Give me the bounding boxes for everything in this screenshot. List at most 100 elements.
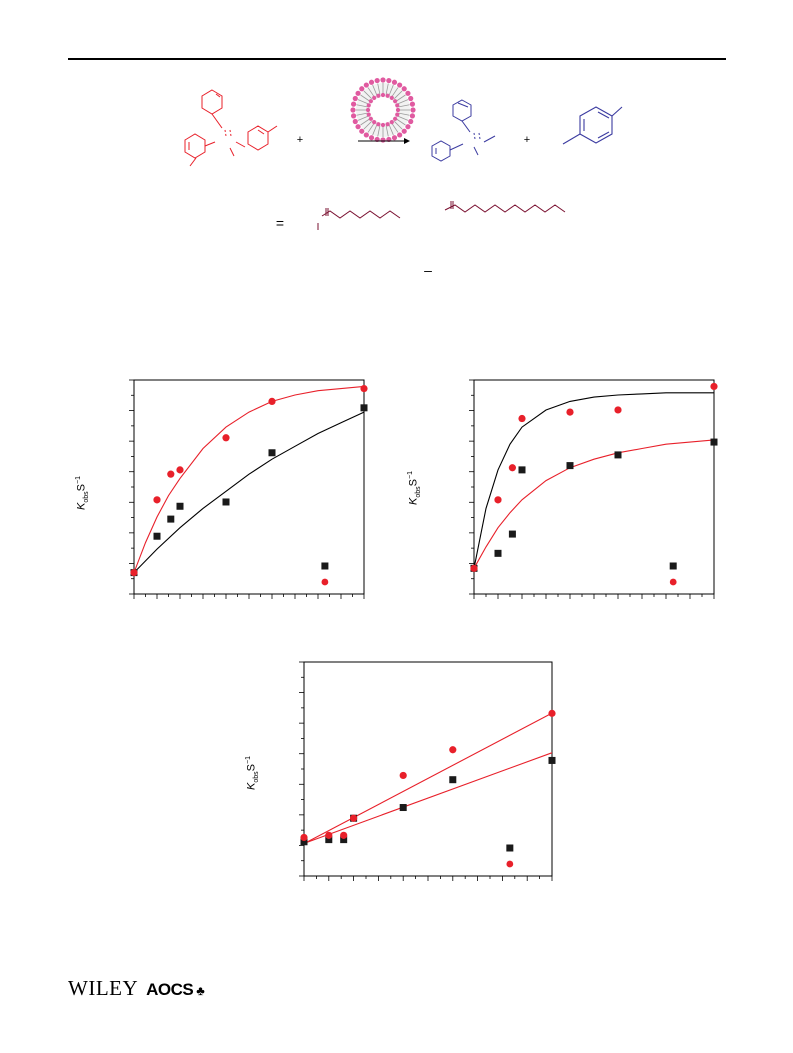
fit-curve (134, 385, 364, 573)
micelle-head-inner (365, 107, 371, 113)
header-rule (68, 58, 726, 60)
lipid-chain-short (317, 208, 401, 230)
micelle-head-outer (350, 113, 357, 119)
data-point-circle (710, 382, 718, 391)
ylabel-sub: obs (414, 486, 422, 498)
chart-b-plot (469, 379, 718, 599)
aocs-logo: AOCS (146, 980, 194, 999)
micelle-tail (360, 118, 370, 126)
micelle-head-inner (395, 112, 400, 117)
legend-square-marker (506, 844, 514, 852)
micelle-head-outer (359, 86, 365, 92)
plot-frame (473, 379, 715, 595)
ylabel-k: K (245, 782, 258, 790)
ylabel-unit: S (75, 484, 88, 492)
chart-b (460, 378, 740, 599)
legend-square-marker (321, 562, 329, 570)
data-point-square (399, 804, 407, 812)
data-point-circle (325, 831, 333, 839)
data-point-circle (268, 397, 276, 405)
data-point-circle (614, 406, 622, 414)
micelle-head-inner (366, 103, 371, 108)
micelle-tail (357, 99, 369, 105)
micelle-tail (398, 112, 410, 116)
micelle-head-inner (395, 107, 401, 113)
micelle-tail (396, 94, 406, 102)
product-structure (431, 99, 496, 162)
micelle-icon (350, 77, 416, 143)
micelle-tail (377, 83, 381, 95)
micelle-tail (394, 121, 403, 130)
micelle-tail (372, 84, 378, 96)
micelle-head-outer (363, 132, 369, 138)
micelle-head-inner (372, 95, 377, 100)
micelle-head-outer (352, 95, 358, 102)
lipid-chain-long (444, 201, 566, 213)
micelle-head-outer (408, 118, 414, 125)
data-point-circle (399, 771, 407, 780)
micelle-head-outer (401, 86, 407, 92)
minus-sign: – (424, 262, 432, 278)
micelle-head-inner (380, 92, 386, 98)
chart-c-plot (299, 661, 556, 881)
data-point-circle (176, 466, 184, 474)
micelle-head-outer (355, 90, 361, 96)
micelle-head-outer (386, 77, 392, 84)
data-point-square (710, 438, 718, 446)
micelle-head-outer (363, 82, 369, 88)
data-point-circle (518, 414, 526, 423)
legend-square-marker (669, 562, 677, 570)
micelle-head-outer (405, 90, 411, 96)
micelle-head-outer (391, 135, 398, 141)
micelle-head-inner (395, 103, 400, 108)
plus-sign-2: + (524, 134, 530, 146)
chart-a-ylabel: KobsS−1 (75, 476, 90, 510)
micelle-tail (372, 124, 378, 136)
micelle-tail (363, 121, 372, 130)
micelle-head-inner (385, 122, 390, 127)
chart-c-ylabel: KobsS−1 (245, 756, 260, 790)
data-point-square (548, 756, 556, 764)
chart-b-ylabel: KobsS−1 (407, 471, 422, 505)
data-point-square (222, 498, 230, 506)
data-point-circle (449, 746, 457, 754)
micelle-head-outer (409, 101, 416, 107)
micelle-tail (391, 87, 399, 97)
micelle-head-outer (409, 113, 416, 119)
micelle-tail (388, 124, 394, 136)
fit-curve (304, 752, 552, 845)
ylabel-sup: −1 (75, 476, 82, 485)
micelle-head-outer (368, 135, 375, 141)
data-point-square (360, 404, 368, 412)
plus-sign-1: + (297, 134, 303, 146)
toluene-structure (562, 106, 623, 145)
data-point-square (494, 549, 502, 557)
wiley-logo: WILEY (68, 976, 139, 1000)
data-point-square (508, 530, 516, 538)
micelle-tail (398, 104, 410, 108)
micelle-tail (356, 112, 368, 116)
data-point-circle (130, 569, 138, 577)
micelle-head-outer (350, 107, 356, 113)
micelle-head-inner (368, 116, 373, 121)
data-point-square (449, 776, 457, 784)
micelle-tail (357, 115, 369, 121)
data-point-circle (340, 831, 348, 839)
micelle-head-outer (410, 107, 416, 113)
micelle-tail (377, 125, 381, 137)
data-point-circle (222, 434, 230, 442)
data-point-square (268, 449, 276, 457)
micelle-head-outer (405, 124, 411, 130)
fit-curve (304, 712, 552, 845)
data-point-square (153, 532, 161, 540)
micelle-head-outer (359, 128, 365, 134)
ylabel-sup: −1 (407, 471, 414, 480)
micelle-head-outer (350, 101, 357, 107)
fit-curve (474, 392, 714, 569)
data-point-square (325, 836, 333, 844)
ylabel-k: K (407, 497, 420, 505)
ylabel-unit: S (245, 764, 258, 772)
micelle-tail (356, 104, 368, 108)
data-point-circle (508, 464, 516, 472)
micelle-head-inner (393, 99, 398, 104)
